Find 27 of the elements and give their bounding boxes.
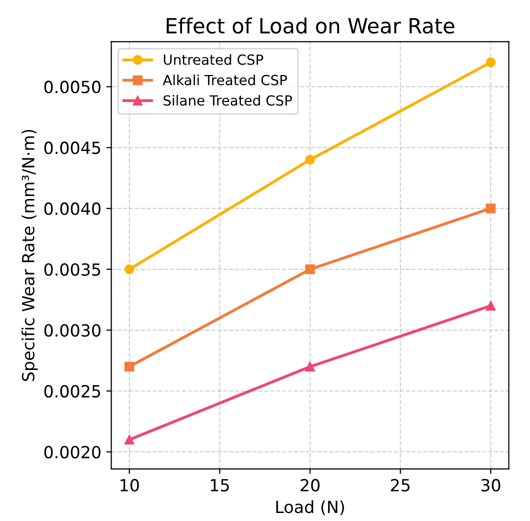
point (124, 434, 134, 445)
x-tick-label: 20 (300, 478, 320, 492)
x-tick-label: 25 (391, 478, 410, 492)
point (305, 264, 315, 274)
legend-label: Silane Treated CSP (164, 94, 292, 106)
point (124, 264, 134, 274)
x-tick-label: 10 (120, 478, 139, 492)
y-tick-label: 0.0020 (44, 446, 100, 458)
legend-label: Untreated CSP (164, 54, 264, 65)
point (124, 362, 134, 372)
point (486, 300, 496, 311)
chart-title: Effect of Load on Wear Rate (166, 18, 454, 34)
x-tick-label: 15 (210, 479, 229, 492)
y-tick-label: 0.0050 (44, 80, 100, 94)
x-axis-title: Load (N) (276, 500, 344, 516)
y-axis-title: Specific Wear Rate (mm³/N·m) (22, 130, 38, 381)
y-tick-label: 0.0035 (44, 263, 100, 276)
y-tick-label: 0.0030 (44, 324, 100, 337)
point (305, 362, 315, 372)
point (486, 204, 496, 214)
x-tick-label: 30 (481, 478, 500, 492)
point (305, 154, 315, 165)
y-tick-label: 0.0040 (44, 202, 100, 215)
point (486, 58, 496, 68)
y-tick-label: 0.0025 (44, 384, 100, 398)
y-tick-label: 0.0045 (44, 142, 100, 154)
legend-label: Alkali Treated CSP (162, 74, 288, 86)
